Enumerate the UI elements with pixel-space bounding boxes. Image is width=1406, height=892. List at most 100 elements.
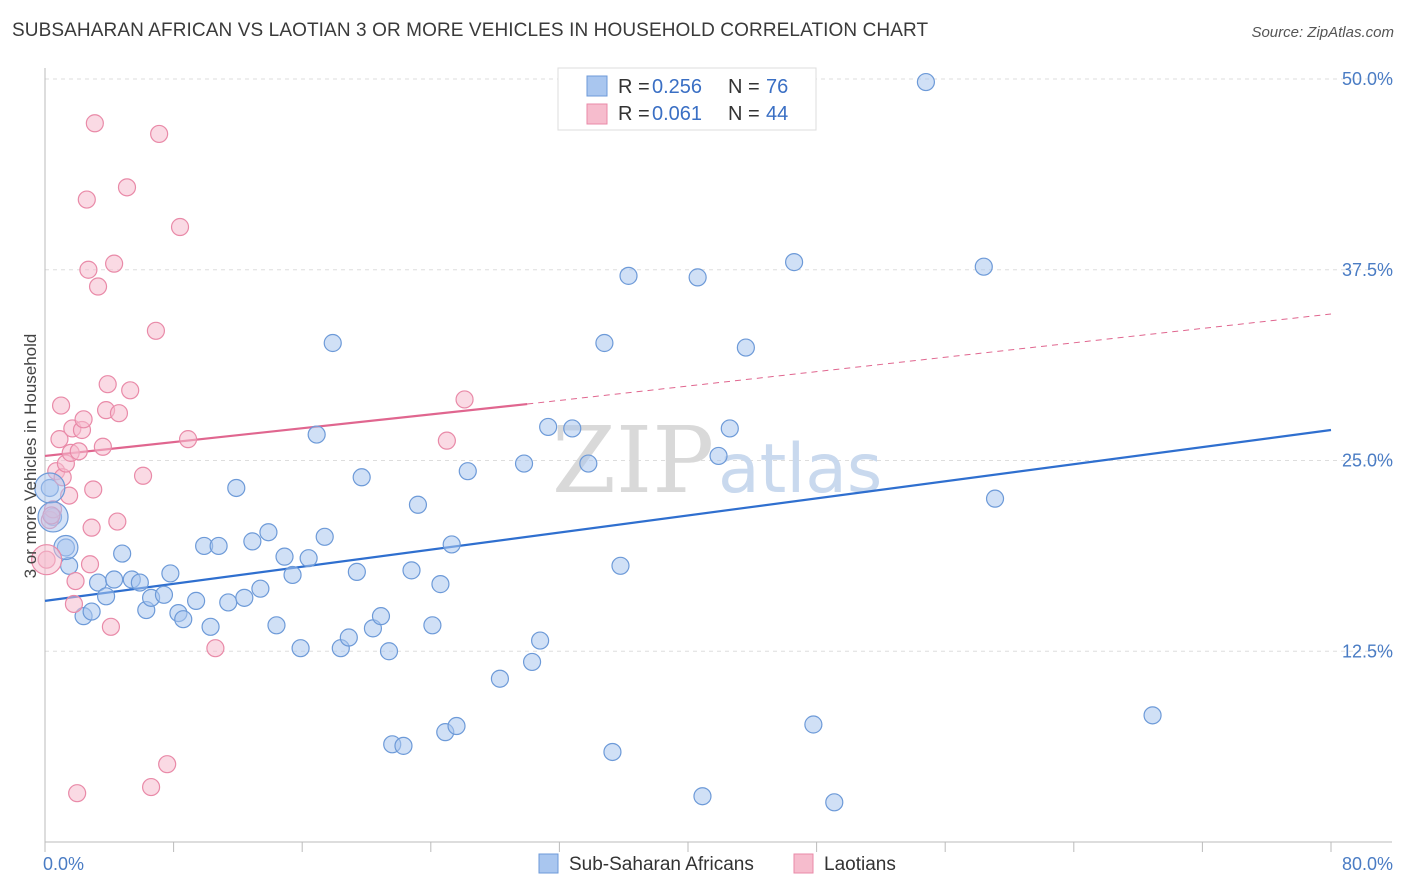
bottom-legend-swatch-blue (538, 853, 559, 874)
pink-point-14 (69, 442, 88, 461)
y-tick-label-3: 50.0% (1342, 69, 1393, 89)
blue-point-65 (693, 787, 712, 806)
pink-point-37 (158, 755, 177, 774)
pink-point-36 (150, 124, 169, 144)
blue-point-74 (985, 489, 1005, 508)
blue-point-5 (82, 602, 101, 621)
pink-point-33 (133, 466, 153, 485)
pink-point-19 (80, 555, 100, 574)
pink-point-23 (88, 277, 108, 296)
blue-point-52 (458, 462, 477, 481)
pink-point-28 (105, 254, 124, 273)
blue-point-9 (113, 544, 132, 563)
blue-point-20 (201, 617, 220, 636)
pink-point-21 (84, 480, 103, 499)
blue-point-59 (579, 454, 598, 473)
legend-r-label-1: R = (618, 76, 650, 98)
blue-point-54 (514, 454, 534, 473)
legend-n-label-2: N = (728, 103, 760, 125)
blue-point-57 (539, 417, 558, 437)
blue-point-44 (394, 736, 413, 755)
blue-point-53 (490, 669, 510, 688)
blue-point-8 (105, 570, 124, 589)
bottom-legend-label-2: Laotians (824, 854, 896, 875)
legend-n-label-1: N = (728, 76, 760, 98)
bottom-legend-swatch-pink (793, 853, 814, 874)
blue-point-73 (974, 257, 993, 276)
blue-point-45 (402, 561, 421, 580)
blue-point-25 (243, 532, 262, 551)
source-credit: Source: ZipAtlas.com (1251, 24, 1394, 41)
pink-point-42 (455, 390, 474, 409)
pink-point-16 (74, 410, 93, 429)
pink-point-31 (117, 178, 137, 197)
blue-point-28 (267, 616, 286, 635)
bottom-legend-label-1: Sub-Saharan Africans (569, 854, 754, 875)
pink-point-27 (101, 617, 121, 636)
blue-point-27 (259, 523, 278, 542)
y-tick-label-1: 25.0% (1342, 451, 1393, 471)
blue-point-26 (251, 579, 270, 598)
blue-point-69 (784, 253, 804, 272)
pink-point-5 (51, 396, 71, 415)
trend-lines (44, 313, 1332, 602)
blue-point-50 (442, 535, 461, 554)
blue-point-33 (307, 425, 326, 444)
blue-point-3 (60, 556, 79, 575)
pink-point-18 (79, 260, 98, 279)
blue-point-35 (323, 333, 342, 353)
blue-point-14 (154, 585, 174, 604)
pink-point-17 (77, 190, 96, 209)
blue-point-31 (291, 639, 310, 658)
pink-point-34 (141, 777, 161, 797)
blue-point-66 (709, 446, 728, 466)
blue-point-75 (1143, 706, 1162, 725)
x-tick-label-1: 80.0% (1342, 854, 1393, 874)
pink-point-32 (121, 381, 140, 400)
cluster-point-1 (37, 501, 69, 533)
blue-point-39 (352, 468, 371, 487)
pink-point-11 (64, 594, 84, 614)
pink-point-30 (109, 404, 129, 423)
blue-point-17 (174, 610, 193, 629)
watermark: ZIP atlas (552, 407, 882, 514)
blue-point-24 (235, 588, 254, 607)
blue-point-37 (339, 628, 358, 647)
blue-point-61 (603, 742, 622, 762)
blue-point-71 (825, 793, 844, 812)
trend-line-pink-dashed (527, 313, 1332, 405)
pink-point-26 (98, 375, 117, 394)
bottom-legend: Sub-Saharan Africans Laotians (538, 853, 896, 875)
blue-point-38 (347, 562, 366, 581)
blue-point-70 (804, 715, 823, 734)
pink-point-38 (170, 217, 190, 237)
blue-point-48 (431, 575, 450, 594)
pink-point-12 (66, 571, 85, 591)
pink-point-4 (50, 430, 69, 449)
trend-line-pink (44, 402, 528, 458)
blue-point-23 (227, 478, 246, 498)
y-axis-label: 3 or more Vehicles in Household (21, 334, 40, 579)
blue-point-47 (423, 616, 442, 635)
cluster-point-3 (31, 544, 63, 576)
pink-point-29 (108, 512, 127, 531)
blue-point-60 (595, 333, 614, 353)
legend-swatch-blue (586, 75, 608, 97)
legend-n-value-1: 76 (766, 76, 788, 98)
blue-point-34 (315, 527, 334, 546)
blue-point-21 (209, 536, 228, 556)
pink-point-41 (437, 431, 456, 450)
pink-point-24 (93, 437, 112, 456)
pink-point-40 (206, 639, 225, 658)
blue-point-62 (611, 556, 630, 575)
legend-swatch-pink (586, 103, 608, 125)
blue-point-11 (130, 573, 149, 592)
blue-point-67 (720, 419, 739, 438)
blue-point-56 (531, 631, 550, 650)
pink-point-39 (178, 430, 198, 449)
blue-point-51 (447, 716, 466, 736)
blue-point-72 (916, 72, 936, 92)
gridlines (45, 78, 1392, 652)
blue-point-64 (688, 268, 707, 287)
blue-point-18 (187, 591, 206, 610)
